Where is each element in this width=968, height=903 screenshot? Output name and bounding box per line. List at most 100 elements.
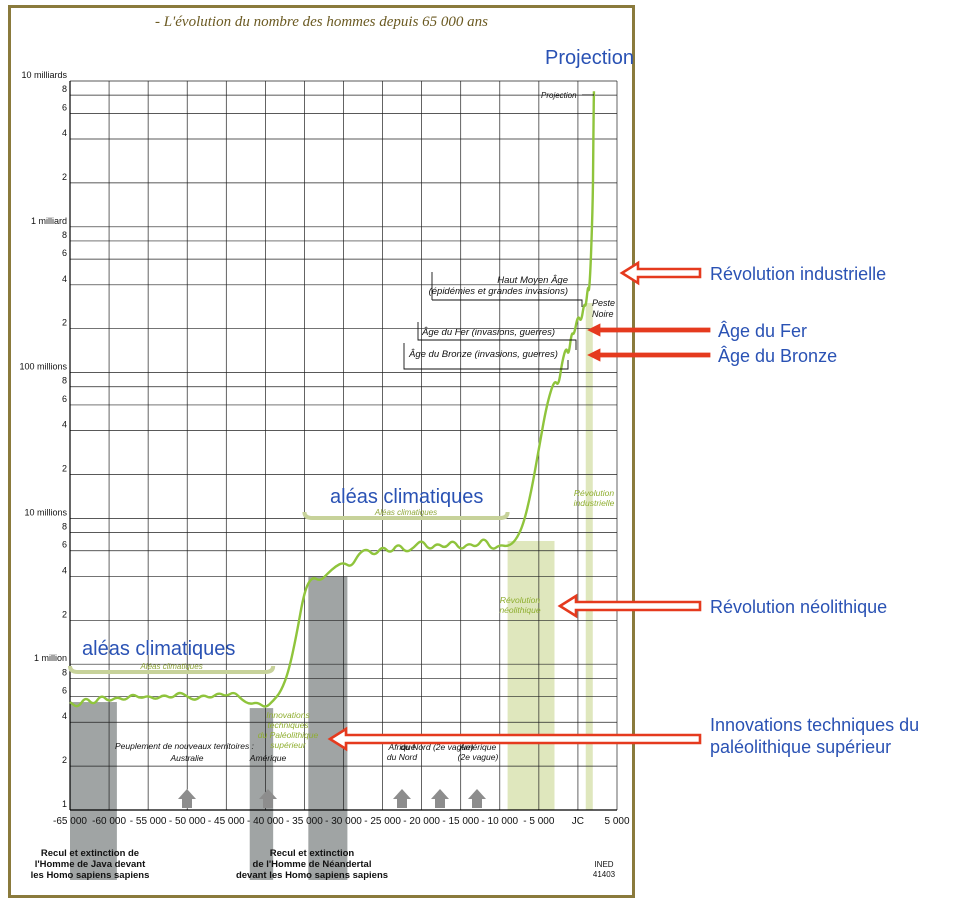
amerique-2-arrow: [468, 789, 486, 808]
haut-moyen-age-label-line: Haut Moyen Âge: [497, 275, 568, 286]
amerique-2-label-line: (2e vague): [458, 752, 499, 762]
haut-moyen-age-bracket: [431, 272, 583, 307]
haut-moyen-age-label: Haut Moyen Âge(épidémies et grandes inva…: [429, 275, 568, 297]
revolution-industrielle-annotation: Révolution industrielle: [710, 264, 886, 284]
age-fer-label: Âge du Fer (invasions, guerres): [421, 327, 555, 338]
afrique-nord-label-line: du Nord: [387, 752, 418, 762]
y-tick-label: 6: [62, 394, 67, 404]
y-tick-label: 8: [62, 230, 67, 240]
aleas-bracket-2: Aléas climatiques: [302, 508, 510, 520]
amerique-2-label-line: Amérique: [459, 742, 497, 752]
population-curve: [69, 91, 596, 708]
x-tick-label: - 25 000: [364, 816, 401, 827]
arrow-age-bronze: [587, 348, 711, 362]
aleas-annotation-1: aléas climatiques: [82, 638, 235, 660]
y-tick-label: 8: [62, 667, 67, 677]
afrique-nord-arrow: [393, 789, 411, 808]
innovations-annotation-line: paléolithique supérieur: [710, 737, 891, 757]
x-tick-label: - 5 000: [523, 816, 555, 827]
age-bronze-label: Âge du Bronze (invasions, guerres): [408, 349, 558, 360]
x-tick-label: - 10 000: [481, 816, 518, 827]
y-tick-label: 10 milliards: [21, 70, 67, 80]
amerique-label: Amérique: [249, 753, 287, 763]
java-caption: Recul et extinction del'Homme de Java de…: [31, 848, 150, 881]
ined-credit-line: INED: [594, 860, 613, 869]
x-tick-label: - 30 000: [325, 816, 362, 827]
x-tick-label: -65 000: [53, 816, 87, 827]
afrique-nord-2-arrow: [431, 789, 449, 808]
industrial-label-line: industrielle: [574, 498, 615, 508]
y-tick-label: 6: [62, 248, 67, 258]
innovations-label-line: Innovations: [266, 710, 310, 720]
peste-noire-label-line: Noire: [592, 309, 614, 319]
y-tick-label: 8: [62, 376, 67, 386]
arrow-revolution-industrielle: [619, 260, 702, 286]
aleas-bracket-1-label: Aléas climatiques: [139, 662, 202, 671]
australie-arrow: [178, 789, 196, 808]
australie-label: Australie: [169, 753, 203, 763]
y-tick-label: 6: [62, 540, 67, 550]
y-tick-label: 100 millions: [19, 362, 67, 372]
neolithic-label-line: Révolution: [500, 595, 540, 605]
y-tick-label: 1 million: [34, 653, 67, 663]
y-tick-label: 1: [62, 799, 67, 809]
y-tick-label: 1 milliard: [31, 216, 67, 226]
y-tick-label: 2: [62, 318, 67, 328]
aleas-bracket-2-shape: [302, 511, 510, 520]
neolithic-band: [507, 540, 555, 810]
aleas-bracket-2-label: Aléas climatiques: [374, 508, 437, 517]
peste-noire-label-line: Peste: [592, 298, 615, 308]
x-tick-label: - 20 000: [403, 816, 440, 827]
neandertal-caption-line: de l'Homme de Néandertal: [253, 859, 372, 870]
neandertal-band-1: [249, 708, 274, 880]
innovations-annotation-line: Innovations techniques du: [710, 715, 919, 735]
y-tick-label: 4: [62, 565, 67, 575]
neandertal-band-2: [308, 576, 348, 880]
x-tick-label: - 15 000: [442, 816, 479, 827]
chart-title: - L'évolution du nombre des hommes depui…: [154, 14, 489, 30]
innovations-label-line: techniques: [267, 720, 309, 730]
afrique-nord-label-line: Afrique: [388, 742, 416, 752]
arrow-revolution-neolithique: [557, 593, 702, 619]
y-tick-label: 6: [62, 102, 67, 112]
aleas-bracket-1-shape: [68, 665, 276, 674]
java-caption-line: l'Homme de Java devant: [35, 859, 146, 870]
y-tick-label: 2: [62, 172, 67, 182]
neolithic-label-line: néolithique: [499, 605, 540, 615]
amerique-2-label: Amérique(2e vague): [458, 742, 499, 762]
y-tick-label: 2: [62, 464, 67, 474]
y-tick-label: 4: [62, 128, 67, 138]
age-bronze-annotation: Âge du Bronze: [718, 346, 837, 366]
aleas-annotation-2: aléas climatiques: [330, 486, 483, 508]
y-tick-label: 8: [62, 84, 67, 94]
projection-annotation: Projection: [545, 47, 634, 69]
innovations-label-line: du Paléolithique: [258, 730, 319, 740]
y-tick-label: 10 millions: [24, 507, 67, 517]
age-fer-bracket: [417, 322, 577, 350]
age-bronze-bracket: [403, 343, 569, 370]
x-tick-label: - 40 000: [247, 816, 284, 827]
java-caption-line: Recul et extinction de: [41, 848, 139, 859]
neandertal-caption-line: devant les Homo sapiens sapiens: [236, 870, 388, 881]
x-tick-label: -60 000: [92, 816, 126, 827]
x-tick-label: - 55 000: [130, 816, 167, 827]
ined-credit-line: 41403: [593, 870, 616, 879]
projection-small-label: Projection: [541, 91, 577, 100]
grid: [69, 80, 618, 811]
y-tick-label: 2: [62, 609, 67, 619]
y-tick-label: 4: [62, 274, 67, 284]
x-tick-label: 5 000: [604, 816, 629, 827]
innovations-label-line: supérieur: [270, 740, 307, 750]
aleas-bracket-1: Aléas climatiques: [68, 662, 276, 674]
y-tick-label: 2: [62, 755, 67, 765]
x-tick-label: - 35 000: [286, 816, 323, 827]
revolution-neolithique-annotation: Révolution néolithique: [710, 597, 887, 617]
